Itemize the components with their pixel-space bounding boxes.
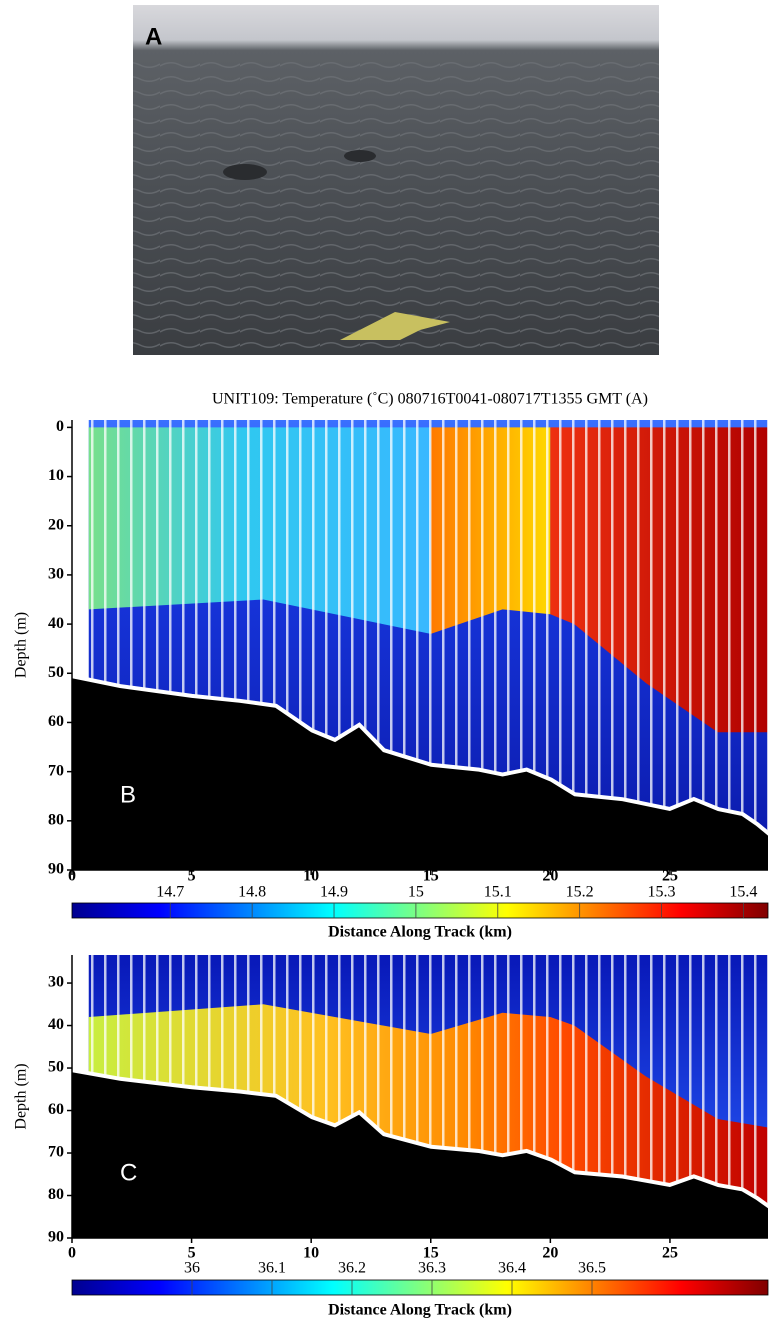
y-tick-label: 0 bbox=[56, 418, 64, 435]
x-axis-label: Distance Along Track (km) bbox=[328, 924, 512, 941]
colorbar-tick-label: 36.2 bbox=[338, 1260, 366, 1277]
seafloor bbox=[72, 1072, 768, 1238]
x-tick-label: 25 bbox=[662, 1245, 678, 1262]
x-tick-label: 20 bbox=[542, 1245, 558, 1262]
panel-label: C bbox=[120, 1160, 137, 1187]
colorbar-tick-label: 36.1 bbox=[258, 1260, 286, 1277]
y-tick-label: 70 bbox=[48, 1144, 64, 1161]
colorbar-tick-label: 36 bbox=[184, 1260, 200, 1277]
colorbar-tick-label: 14.8 bbox=[238, 884, 266, 901]
colorbar-tick-label: 36.4 bbox=[498, 1260, 526, 1277]
colorbar bbox=[71, 902, 769, 919]
y-axis-label: Depth (m) bbox=[13, 612, 30, 678]
x-tick-label: 15 bbox=[423, 1245, 439, 1262]
colorbar bbox=[71, 1279, 769, 1296]
y-axis-label: Depth (m) bbox=[13, 1063, 30, 1129]
x-tick-label: 10 bbox=[303, 1245, 319, 1262]
colorbar-tick-label: 15 bbox=[408, 884, 424, 901]
y-tick-label: 10 bbox=[48, 467, 64, 484]
photo-panel: A bbox=[133, 5, 659, 355]
colorbar-tick-label: 36.5 bbox=[578, 1260, 606, 1277]
section-chart: 30 40 50 60 70 80 900 5 10 15 20 25 Depth (m) C 36 36.1… bbox=[13, 955, 769, 1319]
x-tick-label: 0 bbox=[68, 868, 76, 885]
y-tick-label: 90 bbox=[48, 1229, 64, 1246]
chart-title: UNIT109: Temperature (˚C) 080716T0041-08… bbox=[212, 391, 648, 408]
y-tick-label: 80 bbox=[48, 1186, 64, 1203]
field bbox=[72, 955, 768, 1238]
colorbar-tick-label: 14.9 bbox=[320, 884, 348, 901]
y-tick-label: 30 bbox=[48, 974, 64, 991]
seafloor bbox=[72, 678, 768, 870]
panel-label: A bbox=[145, 23, 162, 50]
y-tick-label: 40 bbox=[48, 615, 64, 632]
y-tick-label: 50 bbox=[48, 664, 64, 681]
x-axis-label: Distance Along Track (km) bbox=[328, 1302, 512, 1319]
colorbar-tick-label: 15.3 bbox=[648, 884, 676, 901]
x-tick-label: 20 bbox=[542, 868, 558, 885]
x-tick-label: 0 bbox=[68, 1245, 76, 1262]
x-tick-label: 15 bbox=[423, 868, 439, 885]
y-tick-label: 80 bbox=[48, 811, 64, 828]
y-tick-label: 30 bbox=[48, 566, 64, 583]
y-tick-label: 70 bbox=[48, 762, 64, 779]
photo-glider bbox=[340, 312, 450, 340]
colorbar-tick-label: 36.3 bbox=[418, 1260, 446, 1277]
colorbar-tick-label: 14.7 bbox=[156, 884, 184, 901]
x-tick-label: 25 bbox=[662, 868, 678, 885]
colorbar-tick-label: 15.2 bbox=[566, 884, 594, 901]
y-tick-label: 40 bbox=[48, 1016, 64, 1033]
y-tick-label: 50 bbox=[48, 1059, 64, 1076]
photo-dolphin bbox=[344, 150, 376, 162]
y-tick-label: 60 bbox=[48, 713, 64, 730]
x-tick-label: 5 bbox=[188, 868, 196, 885]
photo-waves bbox=[133, 55, 659, 355]
photo-dolphin bbox=[223, 164, 267, 180]
y-tick-label: 60 bbox=[48, 1101, 64, 1118]
colorbar-tick-label: 15.1 bbox=[484, 884, 512, 901]
y-tick-label: 90 bbox=[48, 861, 64, 878]
colorbar-tick-label: 15.4 bbox=[729, 884, 757, 901]
x-tick-label: 10 bbox=[303, 868, 319, 885]
y-tick-label: 20 bbox=[48, 516, 64, 533]
x-tick-label: 5 bbox=[188, 1245, 196, 1262]
panel-label: B bbox=[120, 782, 136, 809]
field bbox=[72, 420, 768, 870]
